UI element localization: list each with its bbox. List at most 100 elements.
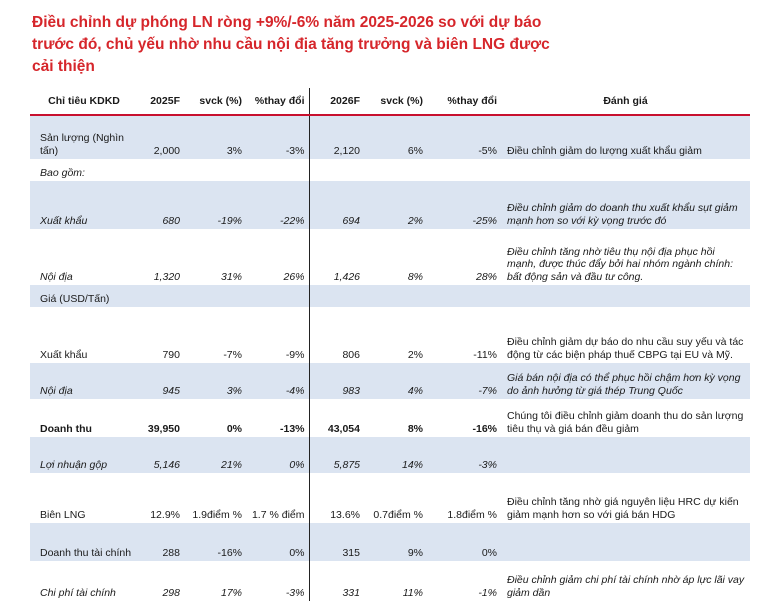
change-2025 <box>246 159 309 181</box>
table-row: Doanh thu 39,950 0% -13% 43,054 8% -16% Chúng t… <box>30 399 750 437</box>
change-2026: -5% <box>427 115 501 159</box>
change-2025: -4% <box>246 363 309 399</box>
yoy-2025 <box>184 159 246 181</box>
forecast-table: Chỉ tiêu KDKD 2025F svck (%) %thay đổi 2… <box>30 88 750 601</box>
yoy-2025: -16% <box>184 523 246 561</box>
row-label: Chi phí tài chính <box>40 586 116 599</box>
change-2026: -3% <box>427 437 501 473</box>
yoy-2026: 4% <box>364 363 427 399</box>
assessment-text: Điều chỉnh giảm do lượng xuất khẩu giảm <box>501 115 750 159</box>
value-2025f: 12.9% <box>150 508 180 521</box>
change-2025: -3% <box>285 586 305 599</box>
value-2025f: 288 <box>138 523 184 561</box>
change-2026: 28% <box>475 270 497 283</box>
value-2025f: 298 <box>162 586 180 599</box>
yoy-2026: 0.7điểm % <box>373 508 423 521</box>
yoy-2026: 6% <box>364 115 427 159</box>
change-2025: 26% <box>283 270 305 283</box>
yoy-2025 <box>184 285 246 307</box>
table-row: Nội địa 1,320 31% 26% 1,426 8% 28% Điều chỉnh t… <box>30 229 750 285</box>
row-label: Sản lượng (Nghìn tấn) <box>30 115 138 159</box>
change-2026: 1.8điểm % <box>447 508 497 521</box>
yoy-2026 <box>364 159 427 181</box>
yoy-2026: 11% <box>402 586 423 599</box>
value-2026f <box>308 285 364 307</box>
change-2026: -7% <box>427 363 501 399</box>
yoy-2026: 9% <box>364 523 427 561</box>
value-2025f: 5,146 <box>138 437 184 473</box>
value-2025f <box>138 159 184 181</box>
row-label: Lợi nhuận gộp <box>30 437 138 473</box>
row-label: Doanh thu tài chính <box>30 523 138 561</box>
value-2026f <box>308 159 364 181</box>
yoy-2026 <box>364 285 427 307</box>
change-2025: 1.7 % điểm <box>251 508 305 521</box>
row-label: Nội địa <box>30 363 138 399</box>
assessment-text <box>501 523 750 561</box>
value-2026f: 315 <box>308 523 364 561</box>
yoy-2025: 0% <box>226 422 242 435</box>
value-2026f: 13.6% <box>308 473 364 523</box>
table-row: Lợi nhuận gộp 5,146 21% 0% 5,875 14% -3% <box>30 437 750 473</box>
table-row: Xuất khẩu 790 -7% -9% 806 2% -11% Điều chỉnh gi… <box>30 307 750 363</box>
yoy-2026: 2% <box>407 348 423 361</box>
row-label: Biên LNG <box>40 508 86 521</box>
row-label: Xuất khẩu <box>30 181 138 229</box>
header-indicator: Chỉ tiêu KDKD <box>30 88 138 116</box>
change-2026: -16% <box>472 422 497 435</box>
yoy-2026: 2% <box>364 181 427 229</box>
value-2026f: 2,120 <box>308 115 364 159</box>
header-2026f: 2026F <box>308 88 364 116</box>
value-2026f: 5,875 <box>308 437 364 473</box>
page-title: Điều chỉnh dự phóng LN ròng +9%/-6% năm … <box>32 14 550 75</box>
table-header-row: Chỉ tiêu KDKD 2025F svck (%) %thay đổi 2… <box>30 88 750 116</box>
value-2025f: 790 <box>162 348 180 361</box>
table-row: Giá (USD/Tấn) <box>30 285 750 307</box>
header-2025f: 2025F <box>138 88 184 116</box>
change-2026: -1% <box>478 586 497 599</box>
table-row: Sản lượng (Nghìn tấn) 2,000 3% -3% 2,120 6% -5… <box>30 115 750 159</box>
table-row: Chi phí tài chính 298 17% -3% 331 11% -1% Điều … <box>30 561 750 601</box>
yoy-2025: 3% <box>184 363 246 399</box>
header-change-2025: %thay đổi <box>246 88 309 116</box>
row-label: Giá (USD/Tấn) <box>30 285 138 307</box>
assessment-text: Điều chỉnh tăng nhờ tiêu thụ nội địa phụ… <box>507 245 733 283</box>
assessment-text: Điều chỉnh giảm chi phí tài chính nhờ áp… <box>507 574 745 599</box>
yoy-2025: 1.9điểm % <box>192 508 242 521</box>
yoy-2025: 31% <box>220 270 242 283</box>
assessment-text <box>501 285 750 307</box>
change-2025 <box>246 285 309 307</box>
change-2025: -13% <box>279 422 305 435</box>
change-2025: 0% <box>246 523 309 561</box>
table-row: Biên LNG 12.9% 1.9điểm % 1.7 % điểm 13.6% 0.7… <box>30 473 750 523</box>
yoy-2025: 3% <box>184 115 246 159</box>
assessment-text: Điều chỉnh giảm do doanh thu xuất khẩu s… <box>501 181 750 229</box>
value-2026f: 43,054 <box>308 399 364 437</box>
value-2025f: 1,320 <box>153 270 180 283</box>
row-label: Bao gồm: <box>40 166 85 179</box>
row-label: Xuất khẩu <box>40 348 88 361</box>
yoy-2026: 8% <box>407 270 423 283</box>
change-2026: -11% <box>473 348 497 361</box>
header-assessment: Đánh giá <box>501 88 750 116</box>
value-2025f: 945 <box>138 363 184 399</box>
change-2025: 0% <box>246 437 309 473</box>
value-2026f: 331 <box>308 561 364 601</box>
table-row: Nội địa 945 3% -4% 983 4% -7% Giá bán nội địa c… <box>30 363 750 399</box>
row-label: Doanh thu <box>40 422 92 435</box>
assessment-text <box>501 159 750 181</box>
assessment-text: Chúng tôi điều chỉnh giảm doanh thu do s… <box>507 410 744 435</box>
yoy-2025: -7% <box>223 348 242 361</box>
assessment-text: Điều chỉnh giảm dự báo do nhu cầu suy yế… <box>507 336 744 361</box>
change-2025: -9% <box>285 348 305 361</box>
value-2026f: 983 <box>308 363 364 399</box>
header-yoy-2025: svck (%) <box>184 88 246 116</box>
assessment-text <box>501 437 750 473</box>
value-2026f: 694 <box>308 181 364 229</box>
value-2025f <box>138 285 184 307</box>
change-2026: 0% <box>427 523 501 561</box>
value-2025f: 39,950 <box>147 422 180 435</box>
value-2026f: 806 <box>308 307 364 363</box>
yoy-2025: -19% <box>184 181 246 229</box>
change-2026 <box>427 285 501 307</box>
